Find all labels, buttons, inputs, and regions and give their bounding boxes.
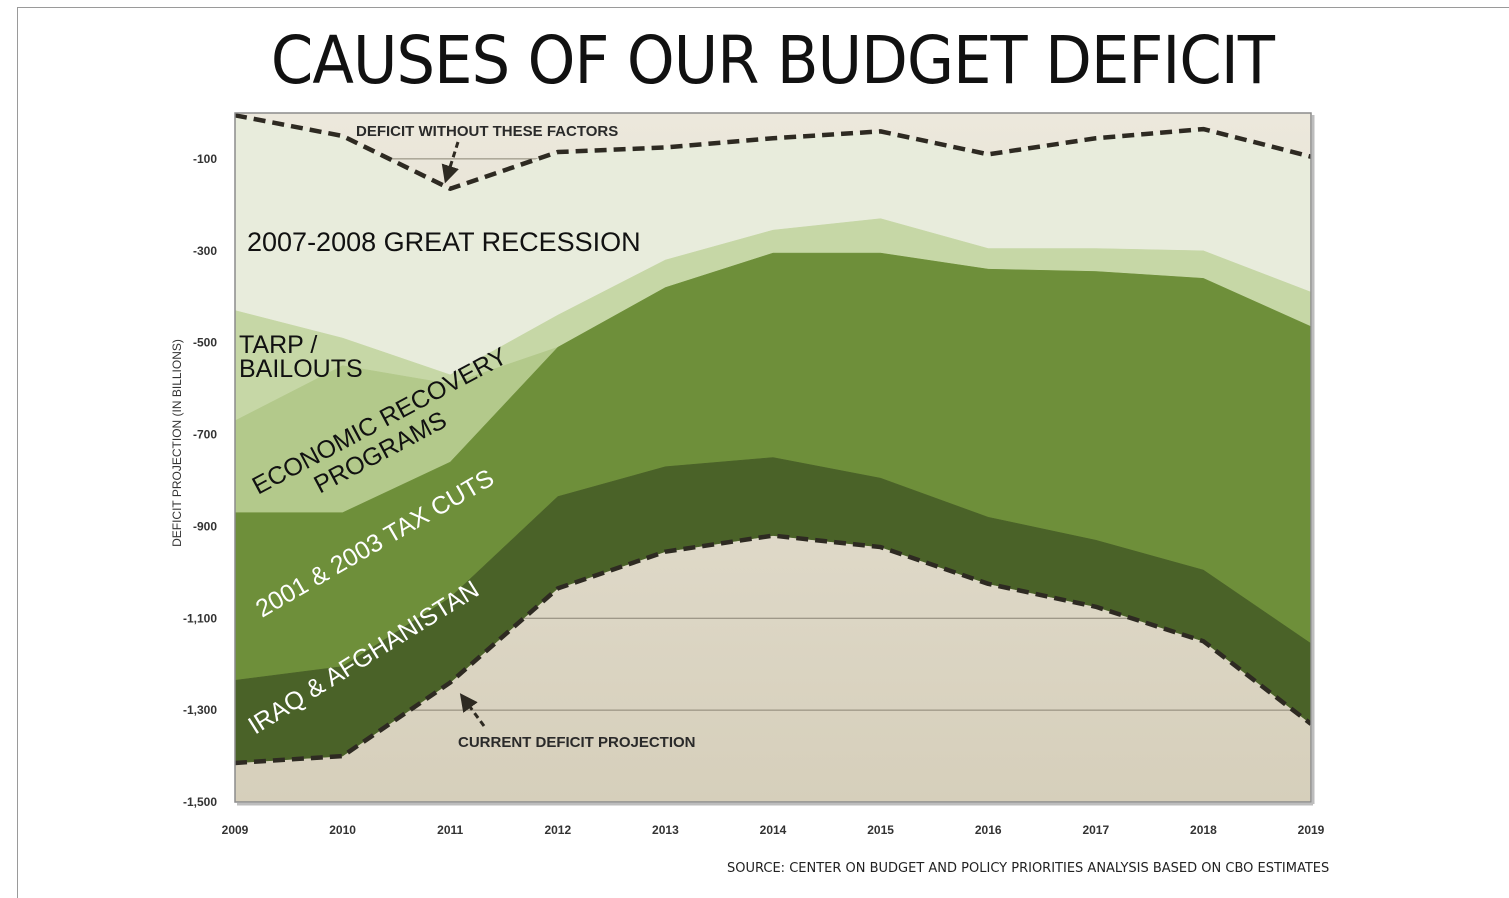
x-tick-label: 2014 [760,823,787,837]
y-tick-label: -1,500 [183,795,217,809]
line-deficit-without-these-factors [234,113,1312,192]
source-note: SOURCE: CENTER ON BUDGET AND POLICY PRIO… [727,861,1330,876]
y-tick-label: -700 [193,428,217,442]
y-tick-label: -100 [193,152,217,166]
y-tick-label: -500 [193,336,217,350]
x-tick-label: 2018 [1190,823,1217,837]
y-tick-label: -300 [193,244,217,258]
arrow-current-deficit [459,693,486,727]
x-tick-label: 2019 [1298,823,1325,837]
x-tick-label: 2010 [329,823,356,837]
chart-title: CAUSES OF OUR BUDGET DEFICIT [270,22,1275,99]
x-tick-label: 2016 [975,823,1002,837]
x-tick-label: 2013 [652,823,679,837]
label-current-deficit-projection: CURRENT DEFICIT PROJECTION [458,734,696,751]
x-tick-label: 2017 [1082,823,1109,837]
y-axis-label: DEFICIT PROJECTION (IN BILLIONS) [170,339,184,547]
x-tick-label: 2015 [867,823,894,837]
x-tick-label: 2012 [544,823,571,837]
arrow-deficit-without [441,141,460,184]
label-tarp-line1: TARP / [239,331,317,359]
y-tick-label: -1,100 [183,611,217,625]
label-deficit-without-factors: DEFICIT WITHOUT THESE FACTORS [356,123,618,140]
plot-border [234,112,1312,803]
x-tick-label: 2009 [222,823,249,837]
x-tick-label: 2011 [437,823,463,837]
y-tick-label: -1,300 [183,703,217,717]
line-current-deficit-projection [234,533,1313,766]
label-tarp-line2: BAILOUTS [239,355,363,383]
label-great-recession: 2007-2008 GREAT RECESSION [247,227,641,257]
chart-frame [17,7,1509,898]
y-tick-label: -900 [193,519,217,533]
